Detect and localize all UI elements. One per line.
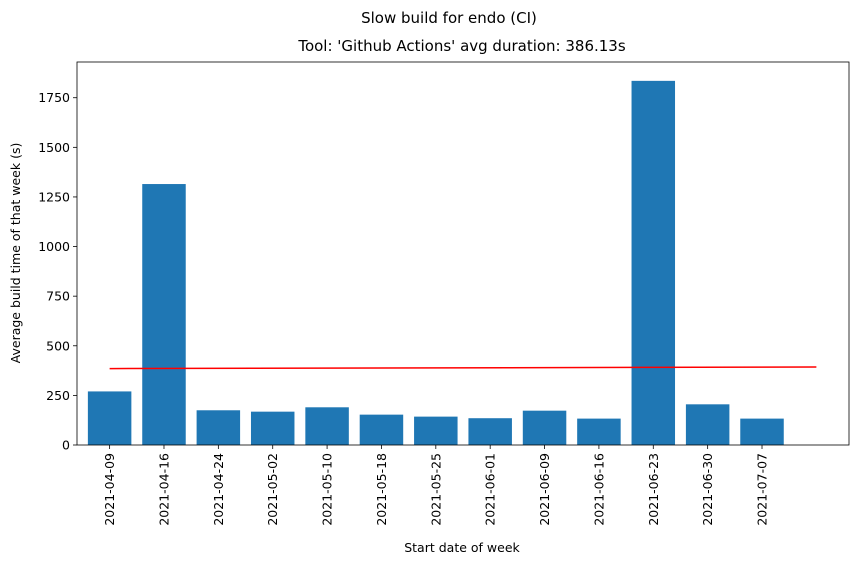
bar-2021-04-09 bbox=[87, 391, 132, 445]
bar-2021-06-23 bbox=[631, 80, 676, 446]
bar-2021-04-16 bbox=[142, 184, 186, 445]
x-tick-label: 2021-04-09 bbox=[102, 453, 117, 526]
x-tick-label: 2021-05-02 bbox=[265, 453, 280, 526]
bar-2021-06-09 bbox=[522, 410, 567, 445]
bar-2021-06-01 bbox=[468, 418, 512, 445]
bar-2021-07-07 bbox=[740, 418, 784, 445]
chart-title: Tool: 'Github Actions' avg duration: 386… bbox=[297, 37, 626, 55]
x-tick-label: 2021-06-30 bbox=[700, 453, 715, 526]
trend-line bbox=[109, 366, 817, 370]
x-tick-label: 2021-06-01 bbox=[483, 453, 498, 526]
x-tick-label: 2021-06-23 bbox=[646, 453, 661, 526]
y-tick-label: 0 bbox=[62, 438, 70, 453]
bars-group bbox=[87, 80, 784, 446]
x-tick-label: 2021-05-10 bbox=[320, 453, 335, 526]
x-tick-label: 2021-06-09 bbox=[537, 453, 552, 526]
trend-group bbox=[109, 366, 817, 370]
x-tick-label: 2021-06-16 bbox=[591, 453, 606, 526]
y-tick-label: 1250 bbox=[38, 189, 70, 204]
bar-2021-05-25 bbox=[414, 416, 458, 445]
bar-2021-04-24 bbox=[196, 410, 241, 445]
bar-2021-06-16 bbox=[577, 418, 621, 445]
y-tick-label: 250 bbox=[46, 388, 70, 403]
bar-2021-05-10 bbox=[305, 407, 349, 445]
plot-frame bbox=[76, 61, 850, 446]
x-tick-label: 2021-05-25 bbox=[428, 453, 443, 526]
x-tick-label: 2021-04-16 bbox=[156, 453, 171, 526]
axes-group: 0 250 500 750 1000 1250 1500 1750 2021-04-09 2021… bbox=[38, 61, 850, 526]
y-tick-label: 500 bbox=[46, 338, 70, 353]
x-axis-label: Start date of week bbox=[404, 540, 520, 555]
bar-2021-06-30 bbox=[685, 404, 730, 445]
x-tick-label: 2021-05-18 bbox=[374, 453, 389, 526]
x-tick-label: 2021-04-24 bbox=[211, 453, 226, 526]
y-axis-label: Average build time of that week (s) bbox=[8, 143, 23, 364]
y-tick-label: 1500 bbox=[38, 140, 70, 155]
bar-2021-05-02 bbox=[250, 411, 295, 445]
chart-suptitle: Slow build for endo (CI) bbox=[361, 9, 537, 27]
x-tick-label: 2021-07-07 bbox=[755, 453, 770, 526]
y-tick-label: 750 bbox=[46, 289, 70, 304]
y-tick-label: 1000 bbox=[38, 239, 70, 254]
bar-2021-05-18 bbox=[359, 414, 404, 445]
y-tick-label: 1750 bbox=[38, 90, 70, 105]
